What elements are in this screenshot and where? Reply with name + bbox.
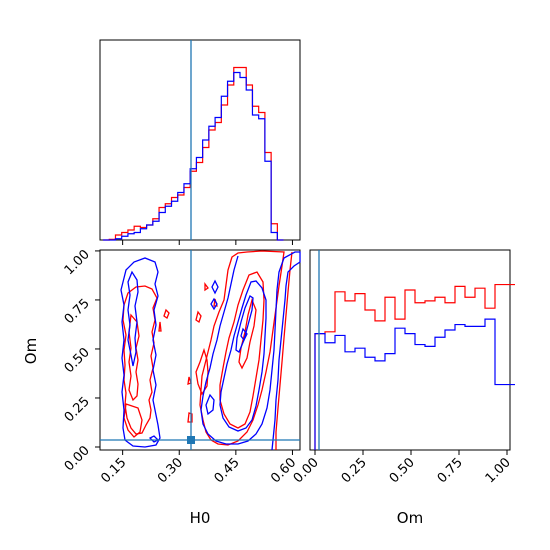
- red-contour-right-inner: [238, 297, 257, 370]
- red-contour-right-mid: [219, 271, 265, 429]
- blue-contour-right-outer: [200, 251, 301, 451]
- panel-frame: [99, 249, 301, 451]
- blue-contour-left-outer: [120, 257, 161, 448]
- red-contours: [122, 250, 293, 450]
- histogram-blue-1: [103, 71, 284, 241]
- om-y-tick-label-4: 1.00: [62, 247, 93, 278]
- h0-axis-label: H0: [190, 509, 211, 527]
- blue-contours: [120, 251, 301, 451]
- blue-contour-island-c: [240, 327, 248, 342]
- red-contour-island-b: [158, 321, 162, 332]
- red-contour-left-lower: [123, 403, 143, 438]
- h0-marginal-ticks: [122, 240, 293, 245]
- om-y-tick-label-2: 0.50: [62, 345, 93, 376]
- blue-contour-diamond-b: [210, 297, 218, 311]
- h0-tick-label-1: 0.30: [155, 455, 186, 486]
- panel-om-marginal: 0.00 0.25 0.50 0.75 1.00 Om: [291, 249, 515, 527]
- om-y-axis-ticks: 0.00 0.25 0.50 0.75 1.00: [62, 247, 100, 474]
- red-contour-left-outer: [122, 285, 158, 435]
- om-x-tick-label-0: 0.00: [291, 455, 322, 486]
- om-x-axis-label: Om: [397, 509, 423, 527]
- histogram-red-0: [103, 66, 284, 241]
- panel-frame: [309, 249, 511, 451]
- red-contour-left-inner: [128, 313, 140, 402]
- panel-frame: [99, 39, 301, 241]
- blue-contour-right-mid: [219, 280, 267, 432]
- panel-h0-marginal: [99, 39, 301, 245]
- panel-h0-om-contour: 0.15 0.30 0.45 0.60 0.000.250.500.751.00 H0…: [22, 247, 301, 527]
- om-y-tick-label-3: 0.75: [62, 296, 93, 327]
- red-contour-island-d: [187, 376, 192, 385]
- red-contour-island-g: [204, 282, 209, 292]
- om-x-tick-label-4: 1.00: [483, 455, 514, 486]
- om-x-axis-ticks: 0.00 0.25 0.50 0.75 1.00: [291, 450, 514, 486]
- om-y-tick-label-0: 0.00: [62, 443, 93, 474]
- red-contour-island-a: [163, 308, 170, 319]
- blue-contour-left-inner: [127, 270, 139, 367]
- h0-axis-ticks: 0.15 0.30 0.45 0.60: [98, 450, 299, 486]
- blue-contour-diamond-a: [211, 279, 219, 295]
- histogram-red-0: [314, 283, 515, 450]
- om-y-axis-label: Om: [22, 338, 40, 364]
- truth-marker: [187, 436, 195, 444]
- h0-histograms: [103, 66, 284, 241]
- h0-tick-label-0: 0.15: [98, 455, 129, 486]
- h0-tick-label-2: 0.45: [212, 455, 243, 486]
- om-x-tick-label-1: 0.25: [339, 455, 370, 486]
- histogram-blue-1: [314, 318, 515, 450]
- blue-contour-lower-island: [148, 435, 160, 443]
- blue-contour-right-inner: [235, 295, 254, 353]
- red-contour-right-outer: [199, 250, 285, 446]
- blue-contour-band: [205, 393, 215, 416]
- om-x-tick-label-3: 0.75: [435, 455, 466, 486]
- om-x-tick-label-2: 0.50: [387, 455, 418, 486]
- red-contour-band-left: [195, 347, 209, 396]
- om-histograms: [314, 283, 515, 450]
- om-y-tick-label-1: 0.25: [62, 394, 93, 425]
- red-contour-far-right: [275, 251, 293, 450]
- red-contour-island-c: [195, 310, 202, 324]
